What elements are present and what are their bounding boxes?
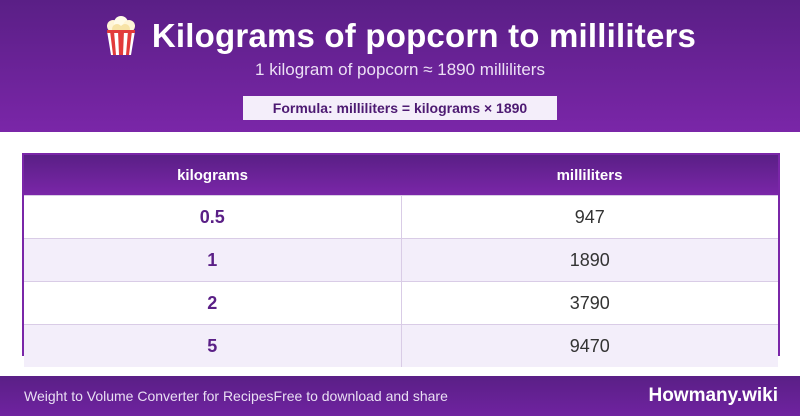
milliliters-cell: 9470 [401,324,778,367]
table-row: 0.5 947 [24,195,778,239]
footer-text: Weight to Volume Converter for RecipesFr… [24,376,448,416]
page-title: Kilograms of popcorn to milliliters [151,17,697,54]
table-row: 1 1890 [24,238,778,282]
milliliters-cell: 3790 [401,281,778,325]
formula-box: Formula: milliliters = kilograms × 1890 [243,96,557,120]
title-row: Kilograms of popcorn to milliliters [0,12,800,60]
footer-share-text: Free to download and share [273,388,448,404]
column-header-milliliters: milliliters [401,155,778,196]
brand-logo[interactable]: Howmany.wiki [648,385,778,406]
table-row: 2 3790 [24,281,778,325]
header-banner: Kilograms of popcorn to milliliters 1 ki… [0,0,800,132]
kilograms-cell: 1 [24,238,402,282]
subtitle: 1 kilogram of popcorn ≈ 1890 milliliters [255,60,545,79]
table-header-row: kilograms milliliters [24,155,778,196]
footer-bar: Weight to Volume Converter for RecipesFr… [0,376,800,416]
milliliters-cell: 1890 [401,238,778,282]
kilograms-cell: 0.5 [24,195,402,239]
popcorn-icon [104,16,138,56]
footer-tagline: Weight to Volume Converter for Recipes [24,388,274,404]
table-row: 5 9470 [24,324,778,367]
milliliters-cell: 947 [401,195,778,239]
conversion-table: kilograms milliliters 0.5 947 1 1890 2 3… [22,153,780,367]
kilograms-cell: 5 [24,324,402,367]
kilograms-cell: 2 [24,281,402,325]
column-header-kilograms: kilograms [24,155,401,196]
